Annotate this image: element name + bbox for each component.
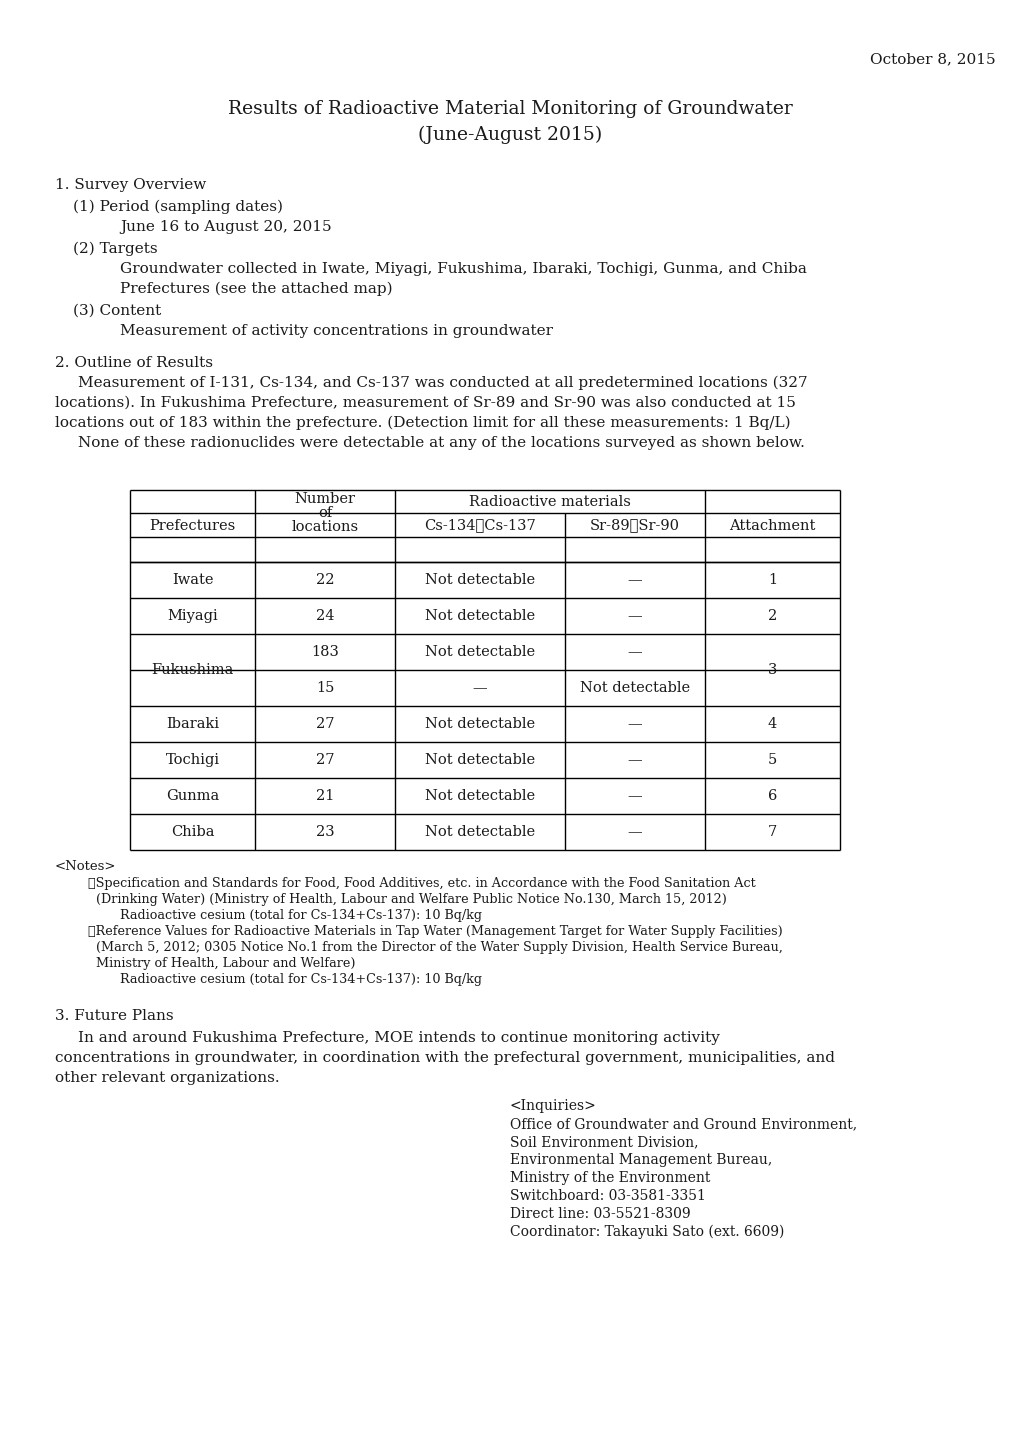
Text: 2: 2 [767, 609, 776, 623]
Text: —: — [627, 609, 642, 623]
Text: Iwate: Iwate [171, 572, 213, 587]
Text: <Inquiries>: <Inquiries> [510, 1099, 596, 1113]
Text: Coordinator: Takayuki Sato (ext. 6609): Coordinator: Takayuki Sato (ext. 6609) [510, 1226, 784, 1239]
Text: —: — [627, 645, 642, 659]
Text: Soil Environment Division,: Soil Environment Division, [510, 1135, 698, 1149]
Text: 21: 21 [316, 789, 334, 803]
Text: Tochigi: Tochigi [165, 753, 219, 767]
Text: None of these radionuclides were detectable at any of the locations surveyed as : None of these radionuclides were detecta… [77, 435, 804, 450]
Text: Not detectable: Not detectable [425, 825, 535, 839]
Text: Direct line: 03-5521-8309: Direct line: 03-5521-8309 [510, 1207, 690, 1221]
Text: (June-August 2015): (June-August 2015) [418, 125, 601, 144]
Text: Cs-134，Cs-137: Cs-134，Cs-137 [424, 518, 535, 532]
Text: locations). In Fukushima Prefecture, measurement of Sr-89 and Sr-90 was also con: locations). In Fukushima Prefecture, mea… [55, 397, 795, 410]
Text: Not detectable: Not detectable [425, 717, 535, 731]
Text: —: — [627, 572, 642, 587]
Text: Environmental Management Bureau,: Environmental Management Bureau, [510, 1154, 771, 1167]
Text: concentrations in groundwater, in coordination with the prefectural government, : concentrations in groundwater, in coordi… [55, 1051, 835, 1066]
Text: 15: 15 [316, 681, 334, 695]
Text: (3) Content: (3) Content [73, 304, 161, 319]
Text: Ministry of Health, Labour and Welfare): Ministry of Health, Labour and Welfare) [88, 957, 356, 970]
Text: Prefectures: Prefectures [149, 519, 235, 534]
Text: other relevant organizations.: other relevant organizations. [55, 1071, 279, 1084]
Text: Ministry of the Environment: Ministry of the Environment [510, 1171, 709, 1185]
Text: (2) Targets: (2) Targets [73, 242, 158, 257]
Text: Fukushima: Fukushima [151, 663, 233, 676]
Text: Not detectable: Not detectable [425, 753, 535, 767]
Text: Miyagi: Miyagi [167, 609, 218, 623]
Text: 183: 183 [311, 645, 338, 659]
Text: Prefectures (see the attached map): Prefectures (see the attached map) [120, 283, 392, 297]
Text: Gunma: Gunma [166, 789, 219, 803]
Text: of: of [318, 506, 332, 521]
Text: —: — [627, 717, 642, 731]
Text: In and around Fukushima Prefecture, MOE intends to continue monitoring activity: In and around Fukushima Prefecture, MOE … [77, 1031, 719, 1045]
Text: Not detectable: Not detectable [580, 681, 690, 695]
Text: Radioactive cesium (total for Cs-134+Cs-137): 10 Bq/kg: Radioactive cesium (total for Cs-134+Cs-… [88, 973, 482, 986]
Text: 5: 5 [767, 753, 776, 767]
Text: Groundwater collected in Iwate, Miyagi, Fukushima, Ibaraki, Tochigi, Gunma, and : Groundwater collected in Iwate, Miyagi, … [120, 262, 806, 275]
Text: 1. Survey Overview: 1. Survey Overview [55, 177, 206, 192]
Text: Radioactive cesium (total for Cs-134+Cs-137): 10 Bq/kg: Radioactive cesium (total for Cs-134+Cs-… [88, 908, 482, 921]
Text: 2. Outline of Results: 2. Outline of Results [55, 356, 213, 371]
Text: Attachment: Attachment [729, 519, 815, 534]
Text: 3. Future Plans: 3. Future Plans [55, 1009, 173, 1022]
Text: Radioactive materials: Radioactive materials [469, 495, 631, 509]
Text: Ibaraki: Ibaraki [166, 717, 219, 731]
Text: Not detectable: Not detectable [425, 789, 535, 803]
Text: Not detectable: Not detectable [425, 572, 535, 587]
Text: Number: Number [294, 492, 356, 506]
Text: 24: 24 [316, 609, 334, 623]
Text: 1: 1 [767, 572, 776, 587]
Text: Office of Groundwater and Ground Environment,: Office of Groundwater and Ground Environ… [510, 1118, 856, 1131]
Text: Measurement of I-131, Cs-134, and Cs-137 was conducted at all predetermined loca: Measurement of I-131, Cs-134, and Cs-137… [77, 376, 807, 391]
Text: Switchboard: 03-3581-3351: Switchboard: 03-3581-3351 [510, 1190, 705, 1203]
Text: ・Specification and Standards for Food, Food Additives, etc. in Accordance with t: ・Specification and Standards for Food, F… [88, 877, 755, 890]
Text: 3: 3 [767, 663, 776, 676]
Text: 7: 7 [767, 825, 776, 839]
Text: —: — [627, 825, 642, 839]
Text: 27: 27 [316, 753, 334, 767]
Text: 6: 6 [767, 789, 776, 803]
Text: Not detectable: Not detectable [425, 609, 535, 623]
Text: (Drinking Water) (Ministry of Health, Labour and Welfare Public Notice No.130, M: (Drinking Water) (Ministry of Health, La… [88, 893, 727, 906]
Text: 4: 4 [767, 717, 776, 731]
Text: 23: 23 [315, 825, 334, 839]
Text: —: — [627, 753, 642, 767]
Text: (1) Period (sampling dates): (1) Period (sampling dates) [73, 200, 282, 215]
Text: Not detectable: Not detectable [425, 645, 535, 659]
Text: ・Reference Values for Radioactive Materials in Tap Water (Management Target for : ・Reference Values for Radioactive Materi… [88, 924, 782, 937]
Text: 27: 27 [316, 717, 334, 731]
Text: —: — [472, 681, 487, 695]
Text: June 16 to August 20, 2015: June 16 to August 20, 2015 [120, 221, 331, 234]
Text: Sr-89，Sr-90: Sr-89，Sr-90 [589, 518, 680, 532]
Text: —: — [627, 789, 642, 803]
Text: locations: locations [291, 521, 359, 534]
Text: locations out of 183 within the prefecture. (Detection limit for all these measu: locations out of 183 within the prefectu… [55, 415, 790, 430]
Text: Chiba: Chiba [170, 825, 214, 839]
Text: (March 5, 2012; 0305 Notice No.1 from the Director of the Water Supply Division,: (March 5, 2012; 0305 Notice No.1 from th… [88, 942, 783, 955]
Text: Results of Radioactive Material Monitoring of Groundwater: Results of Radioactive Material Monitori… [227, 99, 792, 118]
Text: October 8, 2015: October 8, 2015 [869, 52, 995, 66]
Text: Measurement of activity concentrations in groundwater: Measurement of activity concentrations i… [120, 324, 552, 337]
Text: <Notes>: <Notes> [55, 859, 116, 872]
Text: 22: 22 [316, 572, 334, 587]
